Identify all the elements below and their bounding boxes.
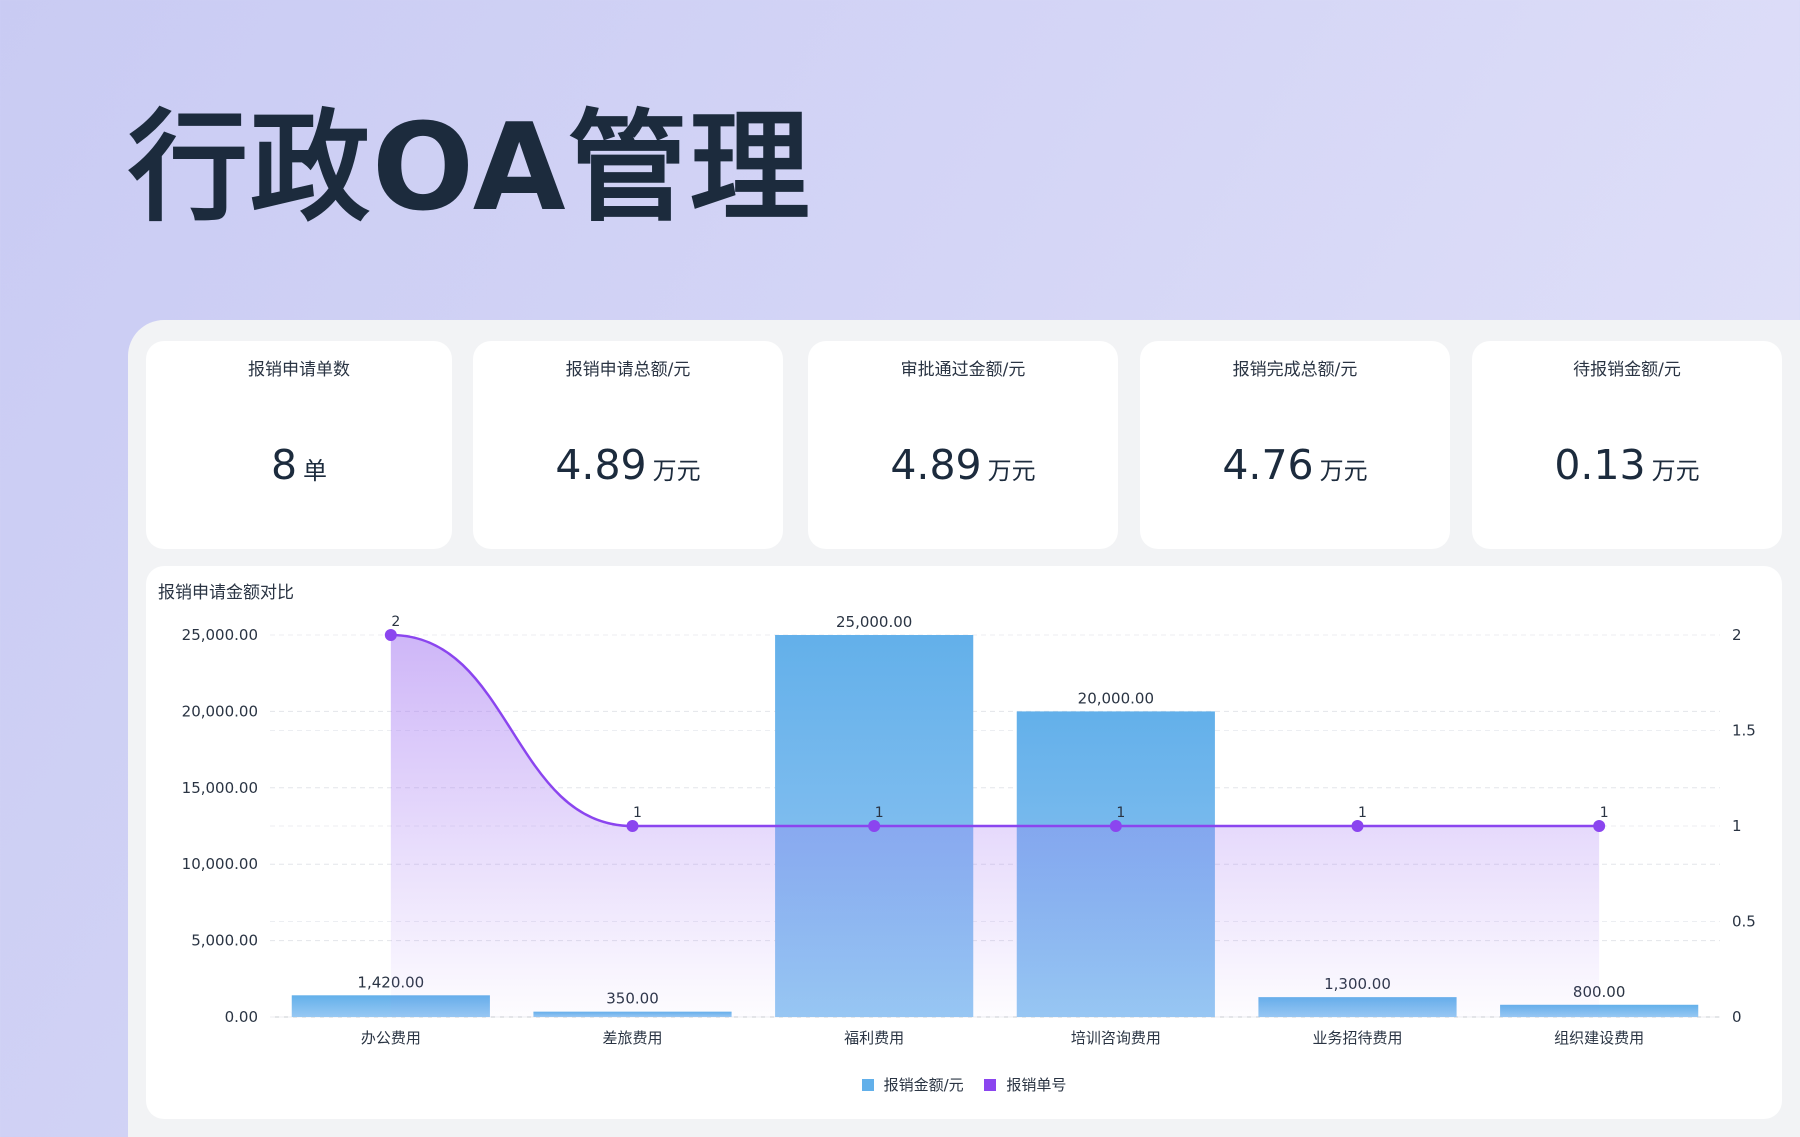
kpi-value: 4.89 万元 (473, 441, 783, 489)
y-right-tick-label: 0.5 (1732, 913, 1756, 931)
kpi-label: 报销申请单数 (248, 360, 350, 380)
y-left-tick-label: 10,000.00 (182, 855, 258, 873)
line-value-label: 2 (391, 614, 400, 630)
kpi-card-approved-amount: 审批通过金额/元 4.89 万元 (808, 341, 1118, 549)
y-right-tick-label: 0 (1732, 1008, 1742, 1026)
legend-swatch (984, 1078, 997, 1091)
chart-title: 报销申请金额对比 (158, 583, 294, 603)
line-value-label: 1 (1116, 805, 1125, 821)
kpi-label: 报销完成总额/元 (1232, 360, 1358, 380)
line-value-label: 1 (1600, 805, 1609, 821)
legend-label: 报销单号 (1006, 1076, 1067, 1094)
bar-value-label: 25,000.00 (836, 613, 912, 631)
kpi-unit: 万元 (652, 457, 701, 485)
kpi-number: 8 (270, 441, 298, 489)
y-left-tick-label: 15,000.00 (182, 779, 258, 797)
kpi-label: 报销申请总额/元 (565, 360, 691, 380)
kpi-number: 0.13 (1554, 441, 1646, 489)
kpi-unit: 万元 (1319, 457, 1368, 485)
kpi-value: 4.89 万元 (808, 441, 1118, 489)
kpi-card-completed-total: 报销完成总额/元 4.76 万元 (1140, 341, 1450, 549)
kpi-unit: 单 (303, 457, 328, 485)
y-left-tick-label: 20,000.00 (182, 702, 258, 720)
x-tick-label: 差旅费用 (602, 1029, 662, 1047)
kpi-value: 0.13 万元 (1472, 441, 1782, 489)
kpi-unit: 万元 (987, 457, 1036, 485)
legend-item-count[interactable]: 报销单号 (984, 1074, 1066, 1095)
x-tick-label: 组织建设费用 (1554, 1029, 1644, 1047)
kpi-unit: 万元 (1651, 457, 1700, 485)
y-left-tick-label: 0.00 (225, 1008, 258, 1026)
y-right-tick-label: 1 (1732, 817, 1742, 835)
line-value-label: 1 (633, 805, 642, 821)
x-tick-label: 培训咨询费用 (1071, 1029, 1161, 1047)
chart-card: 报销申请金额对比 0.00 5,000.00 10,000.00 15,000.00 2… (146, 566, 1782, 1119)
chart-legend: 报销金额/元 报销单号 (146, 1074, 1782, 1095)
series-line (390, 633, 1600, 828)
y-left-tick-label: 25,000.00 (182, 626, 258, 644)
kpi-number: 4.89 (555, 441, 647, 489)
line-point (626, 820, 639, 832)
combo-chart: 0.00 5,000.00 10,000.00 15,000.00 20,000.00 2… (182, 613, 1756, 1047)
x-tick-label: 办公费用 (361, 1029, 421, 1047)
line-point (868, 820, 881, 832)
line-value-label: 1 (1358, 805, 1367, 821)
kpi-number: 4.89 (890, 441, 982, 489)
legend-swatch (861, 1078, 874, 1091)
legend-label: 报销金额/元 (883, 1076, 964, 1094)
legend-item-amount[interactable]: 报销金额/元 (861, 1074, 964, 1095)
line-point (1593, 820, 1606, 832)
kpi-label: 待报销金额/元 (1573, 360, 1681, 380)
bar-value-label: 20,000.00 (1078, 689, 1154, 707)
line-point (1109, 820, 1122, 832)
line-point (384, 629, 397, 641)
kpi-value: 4.76 万元 (1140, 441, 1450, 489)
y-left-tick-label: 5,000.00 (191, 932, 258, 950)
line-point (1351, 820, 1364, 832)
x-tick-label: 业务招待费用 (1312, 1029, 1402, 1047)
kpi-card-pending-amount: 待报销金额/元 0.13 万元 (1472, 341, 1782, 549)
page-title: 行政OA管理 (128, 99, 812, 238)
y-right-tick-label: 1.5 (1732, 722, 1756, 740)
kpi-card-application-total: 报销申请总额/元 4.89 万元 (473, 341, 783, 549)
kpi-number: 4.76 (1222, 441, 1314, 489)
kpi-label: 审批通过金额/元 (900, 360, 1026, 380)
x-tick-label: 福利费用 (844, 1029, 904, 1047)
y-right-tick-label: 2 (1732, 626, 1742, 644)
line-value-label: 1 (875, 805, 884, 821)
